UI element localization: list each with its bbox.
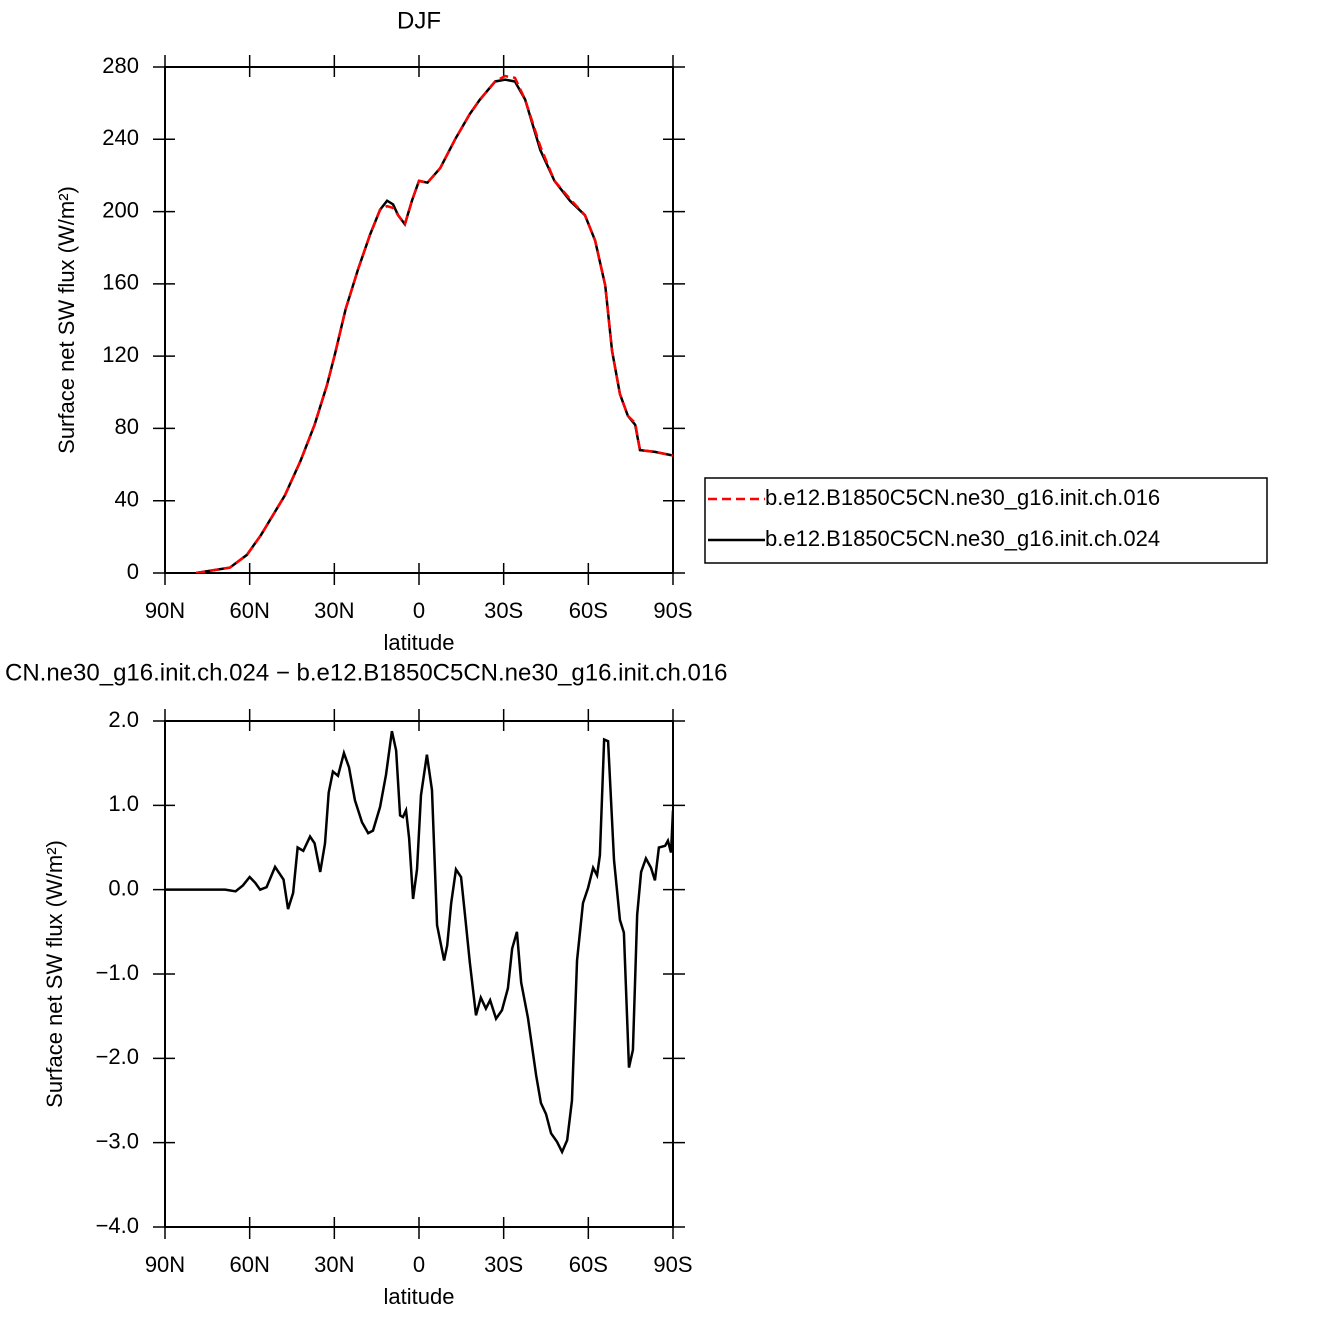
legend-label: b.e12.B1850C5CN.ne30_g16.init.ch.024 [765, 526, 1160, 551]
x-axis-label: latitude [384, 1284, 455, 1309]
legend-label: b.e12.B1850C5CN.ne30_g16.init.ch.016 [765, 485, 1160, 510]
x-tick-label: 90S [653, 1252, 692, 1277]
x-tick-label: 0 [413, 1252, 425, 1277]
x-tick-label: 90N [145, 598, 185, 623]
x-tick-label: 0 [413, 598, 425, 623]
chart-title: CN.ne30_g16.init.ch.024 − b.e12.B1850C5C… [5, 659, 728, 686]
x-tick-label: 90N [145, 1252, 185, 1277]
y-tick-label: 0.0 [108, 875, 139, 900]
y-tick-label: 40 [115, 487, 139, 512]
x-tick-label: 60S [569, 598, 608, 623]
x-tick-label: 30S [484, 598, 523, 623]
y-tick-label: −2.0 [96, 1044, 139, 1069]
x-axis-label: latitude [384, 630, 455, 655]
y-tick-label: −4.0 [96, 1213, 139, 1238]
x-tick-label: 30N [314, 1252, 354, 1277]
y-tick-label: −1.0 [96, 960, 139, 985]
y-tick-label: 1.0 [108, 791, 139, 816]
x-tick-label: 30N [314, 598, 354, 623]
data-line [195, 78, 673, 573]
legend-box [704, 477, 1268, 564]
x-tick-label: 60S [569, 1252, 608, 1277]
y-axis-label: Surface net SW flux (W/m²) [54, 186, 79, 454]
y-axis-label: Surface net SW flux (W/m²) [42, 840, 67, 1108]
data-line [165, 730, 673, 1155]
y-tick-label: 240 [102, 125, 139, 150]
y-tick-label: 160 [102, 270, 139, 295]
y-tick-label: 80 [115, 414, 139, 439]
x-tick-label: 60N [229, 598, 269, 623]
x-tick-label: 60N [229, 1252, 269, 1277]
y-tick-label: 280 [102, 53, 139, 78]
y-tick-label: −3.0 [96, 1128, 139, 1153]
data-line [195, 74, 673, 573]
plot-frame [164, 720, 674, 1228]
y-tick-label: 0 [127, 559, 139, 584]
y-tick-label: 2.0 [108, 707, 139, 732]
y-tick-label: 200 [102, 197, 139, 222]
x-tick-label: 30S [484, 1252, 523, 1277]
chart-title: DJF [397, 7, 441, 34]
y-tick-label: 120 [102, 342, 139, 367]
x-tick-label: 90S [653, 598, 692, 623]
plot-frame [164, 66, 674, 574]
